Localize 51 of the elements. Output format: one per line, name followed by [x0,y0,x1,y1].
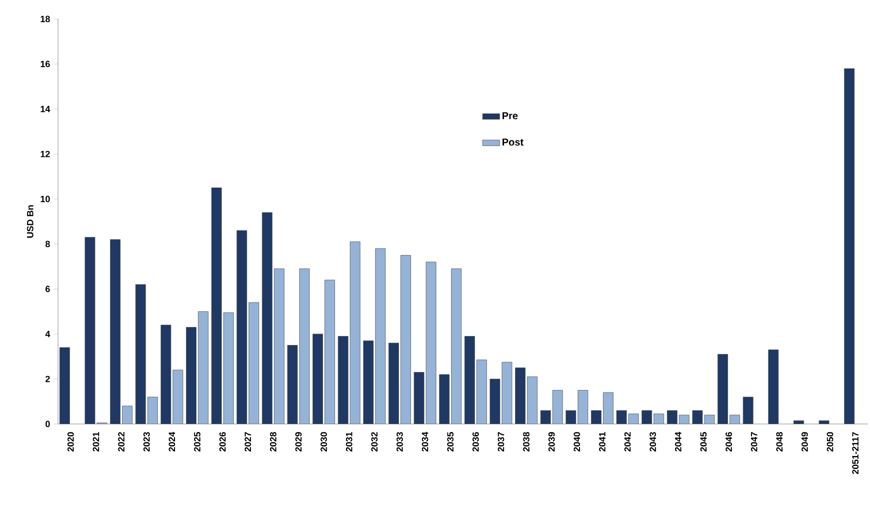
x-tick-label: 2033 [396,432,403,452]
legend-label: Post [502,138,524,146]
x-tick-label: 2044 [674,432,682,452]
x-tick-label: 2038 [523,432,530,452]
x-tick-label: 2027 [244,432,252,452]
x-tick-label: 2023 [143,432,150,452]
bar [818,420,830,424]
x-tick-label: 2046 [726,432,732,452]
y-tick-label: 0 [46,420,50,428]
x-tick-label: 2025 [194,432,200,452]
x-tick-label: 2034 [422,432,428,452]
y-tick-label: 4 [45,330,50,338]
bar [794,420,804,424]
x-tick-label: 2037 [498,432,504,452]
x-tick-label: 2022 [118,432,124,452]
bar [844,68,855,424]
x-tick-label: 2047 [750,432,758,452]
x-tick-label: 2024 [168,432,176,452]
x-tick-label: 2040 [574,432,580,452]
x-tick-label: 2050 [826,432,834,452]
bar [768,350,779,424]
y-tick-label: 12 [40,150,50,158]
x-tick-label: 2042 [624,432,631,452]
x-tick-label: 2030 [320,432,327,452]
bar [59,347,70,424]
y-tick-label: 10 [40,196,50,202]
bar [742,396,754,424]
x-tick-label: 2035 [447,432,454,452]
x-tick-label: 2045 [700,432,707,452]
x-tick-label: 2036 [472,432,479,452]
x-tick-label: 2043 [650,432,656,452]
y-tick-label: 18 [40,16,50,22]
y-tick-label: 6 [46,286,50,292]
y-tick-label: 8 [45,240,50,248]
y-tick-label: 14 [40,106,50,112]
x-tick-label: 2041 [599,432,606,452]
x-tick-label: 2048 [776,432,783,452]
y-tick-label: 16 [40,60,50,68]
x-tick-label: 2029 [295,432,302,452]
x-tick-label: 2049 [802,432,808,452]
y-tick-label: 2 [46,376,50,382]
x-tick-label: 2026 [219,432,226,452]
x-tick-label: 2032 [371,432,378,452]
x-tick-label: 2020 [67,432,74,452]
legend-label: Pre [502,112,518,120]
x-tick-label: 2051-2117 [852,432,859,474]
x-tick-label: 2021 [92,432,100,452]
x-tick-label: 2028 [270,432,276,452]
x-tick-label: 2039 [548,432,555,452]
x-tick-label: 2031 [346,432,352,452]
y-axis-title: USD Bn [26,205,34,238]
